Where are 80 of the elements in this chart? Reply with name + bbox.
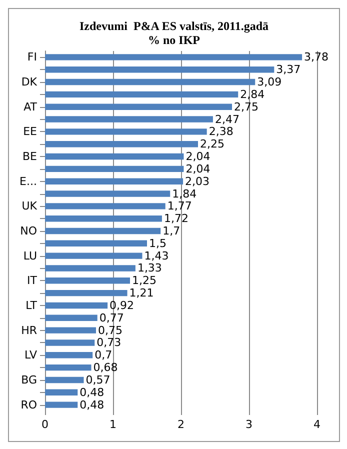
data-label: 0,48 bbox=[80, 398, 104, 412]
bar bbox=[45, 290, 128, 296]
bar bbox=[45, 153, 184, 160]
data-label: 0,92 bbox=[110, 298, 134, 312]
bar bbox=[45, 54, 302, 60]
data-label: 2,03 bbox=[185, 174, 210, 188]
bar bbox=[45, 302, 108, 309]
y-tick-label: LT bbox=[26, 298, 38, 312]
bar bbox=[45, 402, 78, 408]
data-label: 2,25 bbox=[200, 138, 224, 151]
data-label: 1,7 bbox=[162, 224, 180, 238]
y-tick-label: EE bbox=[23, 125, 38, 138]
data-label: 2,04 bbox=[186, 150, 210, 164]
y-tick-label: IT bbox=[27, 274, 38, 288]
data-label: 0,68 bbox=[93, 361, 118, 374]
bar bbox=[45, 66, 274, 73]
data-label: 1,25 bbox=[132, 274, 156, 288]
bar bbox=[45, 340, 95, 346]
data-label: 2,38 bbox=[208, 125, 234, 138]
data-label: 2,84 bbox=[240, 88, 265, 101]
data-label: 1,72 bbox=[164, 212, 188, 226]
y-tick-label: NO bbox=[20, 224, 38, 238]
data-label: 2,47 bbox=[214, 112, 240, 126]
bar bbox=[45, 141, 198, 148]
bar bbox=[45, 265, 136, 272]
bar bbox=[45, 215, 162, 222]
y-tick-label: E... bbox=[20, 174, 37, 188]
bar bbox=[45, 104, 232, 110]
y-tick-label: RO bbox=[20, 398, 38, 412]
bar bbox=[45, 128, 207, 135]
data-label: 1,5 bbox=[149, 236, 166, 250]
bar bbox=[45, 203, 166, 210]
chart-title: Izdevumi P&A ES valstīs, 2011.gadā bbox=[79, 19, 269, 33]
data-label: 2,75 bbox=[234, 100, 258, 114]
data-label: 0,73 bbox=[96, 336, 122, 350]
bar bbox=[45, 91, 238, 98]
data-label: 0,48 bbox=[80, 386, 104, 399]
data-label: 3,78 bbox=[304, 50, 329, 64]
data-label: 3,09 bbox=[257, 76, 282, 89]
y-tick-label: AT bbox=[24, 100, 38, 114]
bar bbox=[45, 178, 184, 184]
bar bbox=[45, 228, 161, 234]
y-tick-label: HR bbox=[21, 324, 38, 337]
chart-subtitle: % no IKP bbox=[148, 33, 200, 47]
bar bbox=[45, 389, 78, 396]
bar bbox=[45, 314, 98, 321]
data-label: 1,21 bbox=[129, 286, 154, 300]
bar bbox=[45, 278, 130, 284]
x-tick-label: 1 bbox=[110, 418, 116, 431]
x-tick-label: 0 bbox=[42, 418, 48, 431]
bar bbox=[45, 78, 256, 86]
y-tick-label: LV bbox=[24, 348, 38, 362]
bar bbox=[45, 352, 93, 358]
data-label: 1,84 bbox=[172, 187, 197, 200]
y-tick-label: BE bbox=[22, 150, 38, 164]
bar bbox=[45, 376, 84, 384]
y-tick-label: UK bbox=[22, 200, 38, 213]
y-tick-label: DK bbox=[21, 76, 38, 89]
data-label: 1,77 bbox=[167, 200, 192, 213]
data-label: 1,33 bbox=[137, 262, 162, 275]
y-tick-label: BG bbox=[21, 373, 37, 386]
data-label: 0,75 bbox=[98, 324, 122, 337]
bar bbox=[45, 190, 170, 197]
x-tick-label: 3 bbox=[246, 418, 252, 431]
bar bbox=[45, 116, 213, 122]
data-label: 3,37 bbox=[276, 63, 301, 76]
y-tick-label: LU bbox=[23, 249, 37, 262]
bar bbox=[45, 364, 92, 371]
y-tick-label: FI bbox=[27, 50, 37, 64]
x-tick-label: 2 bbox=[178, 418, 184, 431]
bar bbox=[45, 252, 142, 259]
bar bbox=[45, 166, 184, 172]
bar bbox=[45, 327, 96, 334]
data-label: 2,04 bbox=[186, 162, 210, 176]
data-label: 0,57 bbox=[86, 373, 110, 386]
data-label: 0,77 bbox=[99, 311, 124, 324]
bar bbox=[45, 240, 147, 247]
data-label: 0,7 bbox=[94, 348, 112, 362]
x-tick-label: 4 bbox=[314, 418, 320, 431]
data-label: 1,43 bbox=[144, 249, 169, 262]
